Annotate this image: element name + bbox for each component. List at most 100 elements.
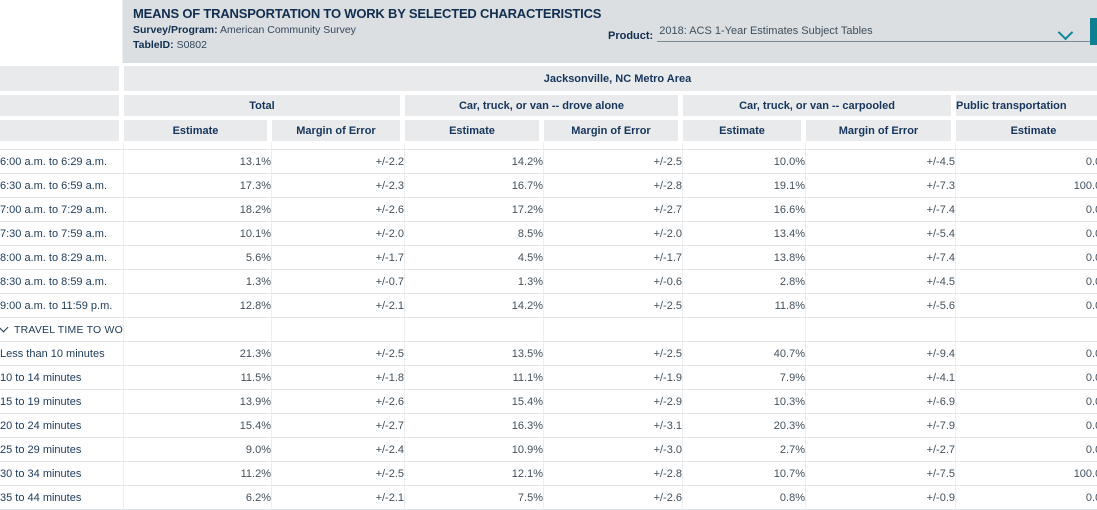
cell-drove-alone-estimate: 17.2%	[405, 198, 544, 222]
row-label: 20 to 24 minutes	[0, 414, 124, 438]
cell-carpooled-margin-of-error: +/-2.7	[806, 438, 956, 462]
cell-drove-alone-estimate: 12.1%	[405, 462, 544, 486]
cell-total-estimate: 12.8%	[124, 294, 272, 318]
cell-total-margin-of-error: +/-1.7	[272, 246, 405, 270]
row-label: Less than 10 minutes	[0, 342, 124, 366]
partial-cell	[956, 143, 1097, 150]
cell-drove-alone-margin-of-error: +/-1.9	[544, 366, 683, 390]
table-row: 8:00 a.m. to 8:29 a.m. 5.6% +/-1.7 4.5% +/-1…	[0, 246, 1097, 270]
cell-total-estimate: 21.3%	[124, 342, 272, 366]
section-toggle[interactable]: TRAVEL TIME TO WO…	[0, 318, 124, 342]
cell-carpooled-margin-of-error: +/-4.5	[806, 270, 956, 294]
row-label-column-header	[0, 120, 124, 143]
cell-total-estimate: 11.2%	[124, 462, 272, 486]
logo-placeholder	[0, 0, 123, 63]
product-selector-row: Product: 2018: ACS 1-Year Estimates Subj…	[608, 25, 1096, 42]
table-scroll-area[interactable]: Jacksonville, NC Metro Area Total Car, tr…	[0, 66, 1097, 510]
title-block: MEANS OF TRANSPORTATION TO WORK BY SELEC…	[133, 6, 601, 52]
cell-drove-alone-margin-of-error: +/-3.0	[544, 438, 683, 462]
cell-total-margin-of-error: +/-2.6	[272, 198, 405, 222]
row-label: 35 to 44 minutes	[0, 486, 124, 510]
cell-carpooled-margin-of-error: +/-7.4	[806, 246, 956, 270]
partial-row	[0, 143, 1097, 150]
cell-carpooled-margin-of-error: +/-9.4	[806, 342, 956, 366]
partial-cell	[405, 143, 544, 150]
cell-drove-alone-margin-of-error: +/-2.6	[544, 486, 683, 510]
cell-public-transportation-estimate: 0.0%	[956, 222, 1097, 246]
table-row: 20 to 24 minutes 15.4% +/-2.7 16.3% +/-3.1 20…	[0, 414, 1097, 438]
survey-program-line: Survey/Program: American Community Surve…	[133, 24, 601, 37]
geo-header: Jacksonville, NC Metro Area	[124, 66, 1097, 95]
row-label: 7:00 a.m. to 7:29 a.m.	[0, 198, 124, 222]
row-label: 7:30 a.m. to 7:59 a.m.	[0, 222, 124, 246]
group-header-row: Total Car, truck, or van -- drove alone Ca…	[0, 95, 1097, 120]
cell-carpooled-estimate: 16.6%	[683, 198, 806, 222]
cell-drove-alone-estimate	[405, 318, 544, 342]
cell-drove-alone-estimate: 15.4%	[405, 390, 544, 414]
cell-drove-alone-estimate: 10.9%	[405, 438, 544, 462]
cell-carpooled-estimate: 2.7%	[683, 438, 806, 462]
cell-total-margin-of-error: +/-2.2	[272, 150, 405, 174]
cell-total-estimate: 1.3%	[124, 270, 272, 294]
chevron-down-icon	[1057, 25, 1074, 41]
product-label: Product:	[608, 30, 654, 42]
cell-drove-alone-margin-of-error: +/-1.7	[544, 246, 683, 270]
cell-drove-alone-estimate: 11.1%	[405, 366, 544, 390]
cell-carpooled-estimate: 11.8%	[683, 294, 806, 318]
table-id-line: TableID: S0802	[133, 39, 601, 52]
cell-total-estimate: 5.6%	[124, 246, 272, 270]
row-label-column-header	[0, 66, 124, 95]
header-band	[0, 0, 1097, 63]
survey-program-label: Survey/Program:	[133, 24, 218, 36]
cell-public-transportation-estimate: 0.0%	[956, 486, 1097, 510]
row-label: 6:30 a.m. to 6:59 a.m.	[0, 174, 124, 198]
cell-drove-alone-margin-of-error: +/-2.7	[544, 198, 683, 222]
cell-public-transportation-estimate: 0.0%	[956, 390, 1097, 414]
partial-cell	[683, 143, 806, 150]
cell-total-margin-of-error: +/-1.8	[272, 366, 405, 390]
cell-total-estimate: 11.5%	[124, 366, 272, 390]
partial-cell	[124, 143, 272, 150]
cell-drove-alone-margin-of-error: +/-2.8	[544, 462, 683, 486]
column-sub-header: Margin of Error	[806, 120, 956, 143]
cell-carpooled-estimate: 19.1%	[683, 174, 806, 198]
cell-carpooled-estimate: 10.3%	[683, 390, 806, 414]
cell-carpooled-margin-of-error: +/-4.5	[806, 150, 956, 174]
cell-public-transportation-estimate: 100.0%	[956, 174, 1097, 198]
table-id-label: TableID:	[133, 39, 174, 51]
column-sub-header: Margin of Error	[544, 120, 683, 143]
cell-total-estimate: 6.2%	[124, 486, 272, 510]
column-sub-header: Estimate	[956, 120, 1097, 143]
edge-action-button[interactable]	[1090, 18, 1097, 45]
cell-carpooled-estimate	[683, 318, 806, 342]
cell-drove-alone-estimate: 16.3%	[405, 414, 544, 438]
cell-drove-alone-estimate: 16.7%	[405, 174, 544, 198]
row-label: 8:30 a.m. to 8:59 a.m.	[0, 270, 124, 294]
column-group-header: Car, truck, or van -- drove alone	[405, 95, 683, 120]
column-sub-header: Estimate	[124, 120, 272, 143]
column-sub-header: Estimate	[405, 120, 544, 143]
cell-drove-alone-margin-of-error: +/-2.9	[544, 390, 683, 414]
table-row: 7:00 a.m. to 7:29 a.m. 18.2% +/-2.6 17.2% +/…	[0, 198, 1097, 222]
table-row: 9:00 a.m. to 11:59 p.m. 12.8% +/-2.1 14.2% +…	[0, 294, 1097, 318]
cell-carpooled-estimate: 2.8%	[683, 270, 806, 294]
table-body: 6:00 a.m. to 6:29 a.m. 13.1% +/-2.2 14.2% +/…	[0, 143, 1097, 510]
cell-drove-alone-estimate: 7.5%	[405, 486, 544, 510]
cell-carpooled-margin-of-error: +/-0.9	[806, 486, 956, 510]
cell-public-transportation-estimate: 0.0%	[956, 414, 1097, 438]
cell-carpooled-margin-of-error: +/-7.3	[806, 174, 956, 198]
cell-total-estimate: 9.0%	[124, 438, 272, 462]
cell-total-margin-of-error: +/-2.5	[272, 462, 405, 486]
cell-public-transportation-estimate: 0.0%	[956, 198, 1097, 222]
cell-total-margin-of-error: +/-2.5	[272, 342, 405, 366]
cell-total-estimate: 18.2%	[124, 198, 272, 222]
column-group-header: Public transportation	[956, 95, 1097, 120]
cell-drove-alone-margin-of-error: +/-3.1	[544, 414, 683, 438]
cell-total-estimate	[124, 318, 272, 342]
row-label-column-header	[0, 95, 124, 120]
table-row: 10 to 14 minutes 11.5% +/-1.8 11.1% +/-1.9 7.…	[0, 366, 1097, 390]
cell-carpooled-margin-of-error: +/-7.9	[806, 414, 956, 438]
table-row: 6:00 a.m. to 6:29 a.m. 13.1% +/-2.2 14.2% +/…	[0, 150, 1097, 174]
row-label: 10 to 14 minutes	[0, 366, 124, 390]
product-select[interactable]: 2018: ACS 1-Year Estimates Subject Table…	[657, 25, 1096, 42]
